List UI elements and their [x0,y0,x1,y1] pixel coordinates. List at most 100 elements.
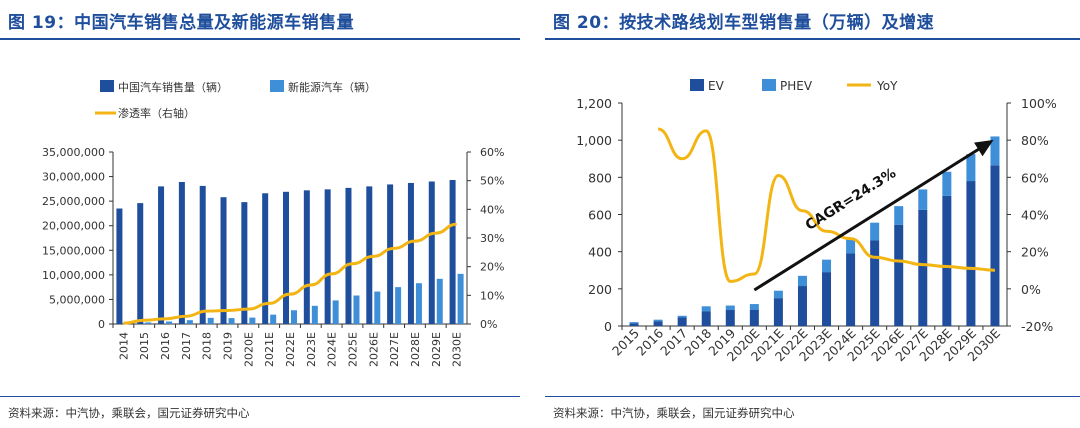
bar-total [241,202,248,324]
right-y-tick-label: 0 [604,319,612,334]
cagr-arrow-line [753,140,991,292]
right-x-tick-label: 2017 [657,326,690,359]
bar-ev [918,209,928,326]
left-plot-area: 35,000,000 30,000,000 25,000,000 20,000,000… [42,146,504,367]
left-legend: 中国汽车销售量（辆） 新能源汽车（辆） 渗透率（右轴） [95,80,376,120]
bar-phev [725,305,735,311]
bar-phev [629,322,639,324]
bar-total [116,208,123,324]
left-y2-tick-label: 0% [480,318,497,331]
yoy-line [657,127,995,283]
bar-total [158,186,165,324]
right-bottom-rule [545,396,1080,397]
right-y2-tick-label: 0% [1021,282,1041,297]
left-x-tick-label: 2030E [451,332,464,367]
right-y-tick-label: 1,200 [576,96,612,111]
right-y-tick-label: 600 [588,208,612,223]
left-x-tick-label: 2018 [201,332,214,360]
left-y-tick-label: 35,000,000 [42,146,105,159]
bar-nev [228,318,235,324]
left-x-tick-label: 2021E [263,332,276,367]
left-x-tick-label: 2014 [117,332,130,360]
bar-phev [918,189,928,210]
bar-total [199,185,206,324]
legend-swatch-ev [690,79,704,91]
left-chart: 中国汽车销售量（辆） 新能源汽车（辆） 渗透率（右轴） 35,000,000 30… [42,80,504,367]
bar-ev [725,310,735,326]
right-y-tick-label: 1,000 [576,133,612,148]
legend-label-phev: PHEV [780,79,813,93]
bar-phev [797,275,807,287]
right-figure-title: 图 20：按技术路线划车型销售量（万辆）及增速 [553,13,935,33]
right-title-rule [545,38,1080,40]
right-y2-tick-label: 60% [1021,170,1049,185]
legend-swatch-total [100,80,114,92]
bar-total [407,182,414,324]
bar-ev [846,253,856,326]
bar-ev [822,272,832,326]
bar-total [137,203,144,324]
right-y-tick-label: 800 [588,170,612,185]
right-y2-tick-label: 20% [1021,245,1049,260]
left-x-tick-label: 2016 [159,332,172,360]
bar-phev [990,136,1000,166]
bar-nev [353,295,360,324]
left-y-tick-label: 0 [98,318,105,331]
left-y2-tick-label: 30% [480,232,504,245]
bar-ev [894,224,904,326]
bar-ev [749,309,759,326]
bar-ev [966,181,976,326]
bar-total [324,189,331,324]
bar-ev [773,298,783,326]
left-x-tick-label: 2023E [305,332,318,367]
bar-ev [701,311,711,326]
bar-phev [870,222,880,241]
bar-ev [942,195,952,326]
bar-nev [291,310,297,324]
left-x-tick-label: 2026E [367,332,380,367]
left-y2-tick-label: 60% [480,146,504,159]
bar-nev [249,317,256,324]
bar-nev [457,273,464,324]
right-y2-tick-label: 80% [1021,133,1049,148]
right-y-tick-label: 400 [588,245,612,260]
left-source: 资料来源：中汽协，乘联会，国元证券研究中心 [8,406,250,420]
left-x-tick-label: 2029E [430,332,443,367]
legend-label-yoy: YoY [876,79,898,93]
left-x-tick-label: 2024E [326,332,339,367]
legend-label-total: 中国汽车销售量（辆） [118,80,228,94]
bar-phev [966,154,976,182]
bar-ev [990,165,1000,326]
left-y-tick-label: 20,000,000 [42,220,105,233]
bar-nev [166,321,173,324]
bar-nev [270,314,277,324]
bar-total [220,197,227,324]
right-x-tick-label: 2018 [681,325,714,358]
left-x-tick-label: 2027E [388,332,401,367]
left-y-tick-label: 10,000,000 [42,269,105,282]
legend-label-penetration: 渗透率（右轴） [118,106,195,120]
right-y2-tick-label: 100% [1021,96,1057,111]
left-y2-tick-label: 10% [480,289,504,302]
bar-phev [846,238,856,254]
bar-ev [797,286,807,326]
bar-ev [653,321,663,326]
left-y2-tick-label: 40% [480,203,504,216]
right-y-tick-label: 200 [588,282,612,297]
penetration-line [123,222,457,325]
left-x-tick-label: 2019 [222,332,235,360]
bar-nev [415,283,422,324]
bar-nev [207,317,214,324]
left-y2-tick-label: 20% [480,261,504,274]
cagr-arrow-head [974,139,994,157]
left-x-tick-label: 2017 [180,332,193,360]
bar-phev [822,259,832,273]
left-y-tick-label: 25,000,000 [42,195,105,208]
left-figure-panel: 图 19：中国汽车销售总量及新能源车销售量 中国汽车销售量（辆） 新能源汽车（辆… [0,0,520,428]
bar-nev [186,320,193,324]
bar-ev [677,317,687,326]
bar-total [428,181,435,324]
legend-swatch-phev [762,79,776,91]
left-figure-title: 图 19：中国汽车销售总量及新能源车销售量 [8,13,355,33]
legend-swatch-nev [270,80,284,92]
